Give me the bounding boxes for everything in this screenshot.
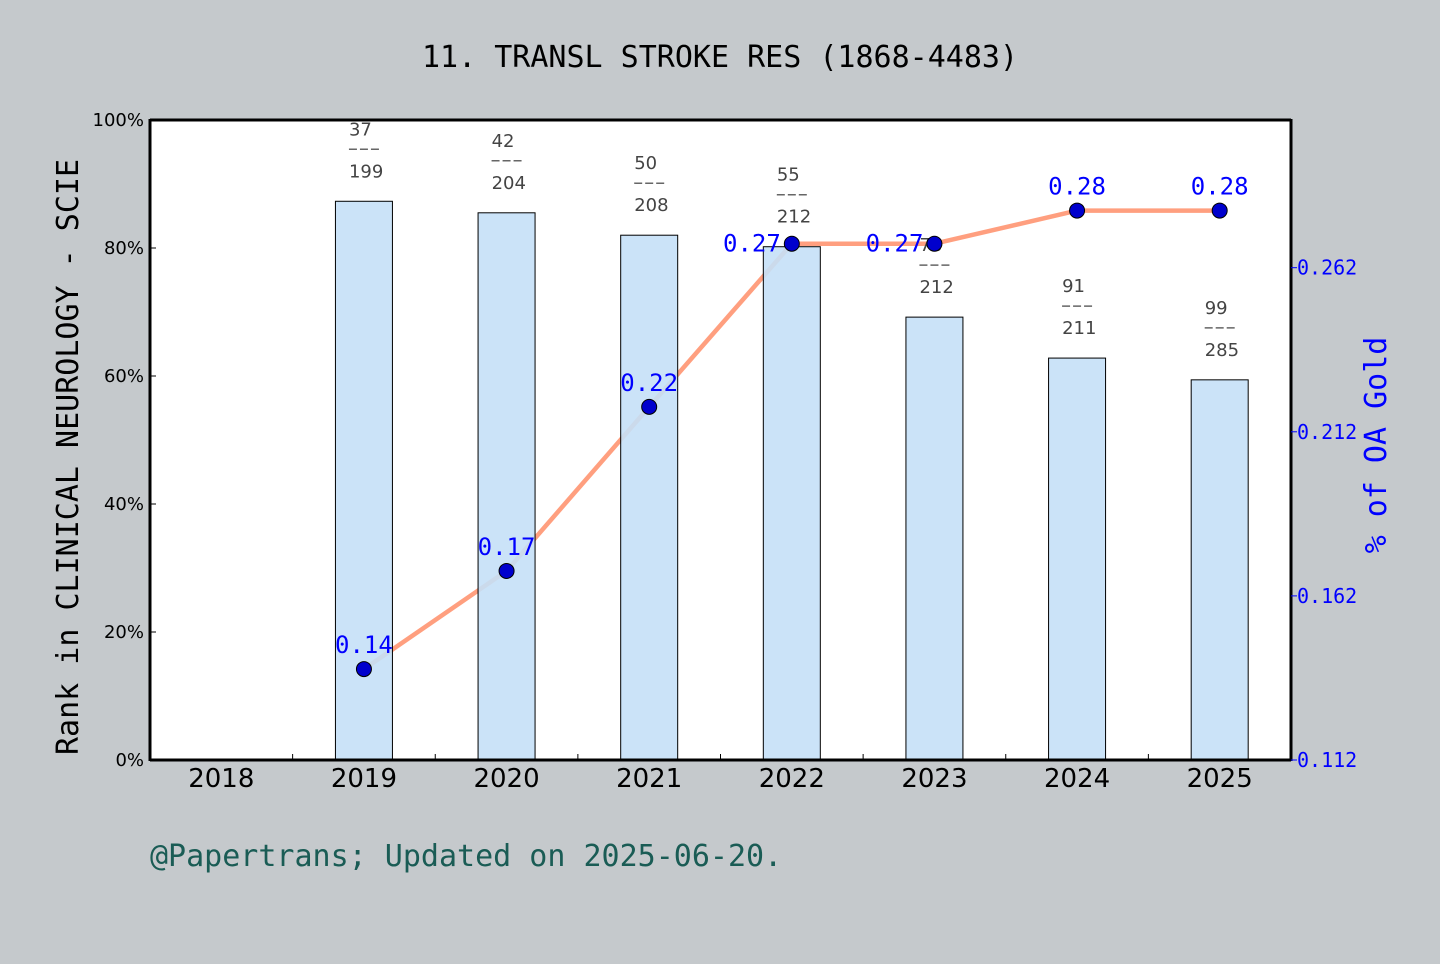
- line-marker-2024: [1069, 202, 1086, 219]
- line-value-label: 0.28: [1191, 173, 1249, 201]
- bar-2023: [905, 316, 964, 761]
- bar-total-label: 199: [349, 161, 383, 182]
- x-tick-label: 2019: [331, 764, 397, 794]
- bar-rank-label: 91: [1062, 276, 1085, 297]
- bar-rank-label: 42: [492, 131, 515, 152]
- bar-rank-label: 50: [634, 153, 657, 174]
- y2-tick-label: 0.262: [1297, 256, 1357, 280]
- x-tick-label: 2024: [1044, 764, 1110, 794]
- footer-text: @Papertrans; Updated on 2025-06-20.: [150, 839, 782, 874]
- x-tick-label: 2023: [901, 764, 967, 794]
- y2-axis-label: % of OA Gold: [1359, 337, 1394, 554]
- line-marker-2020: [498, 562, 515, 579]
- bar-2024: [1048, 357, 1107, 761]
- y-tick-label: 80%: [104, 238, 144, 259]
- y-tick-label: 20%: [104, 622, 144, 643]
- bar-total-label: 211: [1062, 318, 1096, 339]
- chart-title: 11. TRANSL STROKE RES (1868-4483): [422, 40, 1018, 75]
- y2-tick-label: 0.212: [1297, 420, 1357, 444]
- bar-rank-label: 37: [349, 119, 372, 140]
- y-axis-label: Rank in CLINICAL NEUROLOGY - SCIE: [51, 159, 86, 755]
- bar-total-label: 212: [919, 277, 953, 298]
- x-tick-label: 2018: [188, 764, 254, 794]
- x-tick-label: 2021: [616, 764, 682, 794]
- line-marker-2022: [783, 235, 800, 252]
- line-value-label: 0.27: [723, 230, 781, 258]
- line-value-label: 0.27: [866, 230, 924, 258]
- bar-total-label: 212: [777, 207, 811, 228]
- plot-area: [150, 120, 1291, 760]
- bar-total-label: 208: [634, 195, 668, 216]
- line-marker-2025: [1211, 202, 1228, 219]
- bar-rank-label: 55: [777, 165, 800, 186]
- y-tick-label: 100%: [93, 110, 144, 131]
- y2-tick-label: 0.162: [1297, 584, 1357, 608]
- bar-2020: [477, 212, 536, 761]
- y2-tick-label: 0.112: [1297, 748, 1357, 772]
- bar-total-label: 285: [1205, 340, 1239, 361]
- bar-rank-label: 99: [1205, 298, 1228, 319]
- bar-2021: [620, 234, 679, 761]
- line-marker-2021: [641, 398, 658, 415]
- x-tick-label: 2025: [1187, 764, 1253, 794]
- line-value-label: 0.22: [620, 369, 678, 397]
- bar-2025: [1190, 379, 1249, 761]
- line-value-label: 0.28: [1048, 173, 1106, 201]
- line-value-label: 0.14: [335, 631, 393, 659]
- line-value-label: 0.17: [478, 533, 536, 561]
- x-tick-label: 2022: [759, 764, 825, 794]
- line-marker-2023: [926, 235, 943, 252]
- y-tick-label: 60%: [104, 366, 144, 387]
- x-tick-label: 2020: [473, 764, 539, 794]
- bar-2022: [762, 246, 821, 761]
- y-tick-label: 0%: [115, 750, 144, 771]
- y-tick-label: 40%: [104, 494, 144, 515]
- bar-total-label: 204: [492, 173, 526, 194]
- line-marker-2019: [355, 661, 372, 678]
